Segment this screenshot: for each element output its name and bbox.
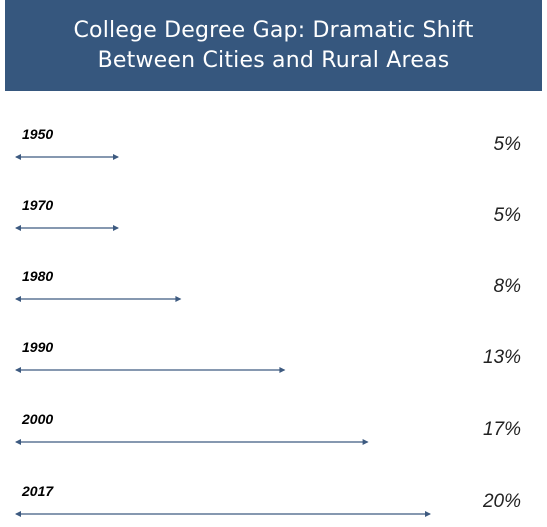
arrowhead-left-icon: [15, 511, 21, 517]
arrowhead-left-icon: [15, 296, 21, 302]
year-label-1980: 1980: [22, 268, 53, 284]
bar-row-1980: 1980 8%: [15, 268, 521, 302]
bar-row-1990: 1990 13%: [15, 339, 521, 373]
arrowhead-left-icon: [15, 439, 21, 445]
bar-row-1970: 1970 5%: [15, 197, 521, 231]
value-label-2000: 17%: [483, 419, 521, 440]
year-label-1990: 1990: [22, 339, 53, 355]
year-label-1950: 1950: [22, 126, 53, 142]
bar-row-2017: 2017 20%: [15, 483, 521, 517]
arrowhead-right-icon: [175, 296, 182, 302]
arrowhead-left-icon: [15, 225, 21, 231]
year-label-2000: 2000: [21, 411, 53, 427]
year-label-1970: 1970: [22, 197, 53, 213]
value-label-1950: 5%: [494, 134, 522, 155]
value-label-2017: 20%: [482, 491, 521, 512]
arrowhead-right-icon: [362, 439, 369, 445]
title-banner: College Degree Gap: Dramatic Shift Betwe…: [5, 0, 542, 91]
arrowhead-right-icon: [425, 511, 431, 517]
chart-title-line-2: Between Cities and Rural Areas: [97, 47, 450, 73]
bar-row-2000: 2000 17%: [15, 411, 521, 445]
arrowhead-right-icon: [113, 154, 119, 160]
bar-row-1950: 1950 5%: [15, 126, 521, 160]
value-label-1980: 8%: [494, 276, 522, 297]
chart-title-line-1: College Degree Gap: Dramatic Shift: [73, 17, 474, 43]
arrowhead-left-icon: [15, 154, 21, 160]
value-label-1990: 13%: [483, 347, 521, 368]
value-label-1970: 5%: [494, 205, 522, 226]
arrowhead-right-icon: [279, 367, 286, 373]
arrowhead-left-icon: [15, 367, 21, 373]
year-label-2017: 2017: [21, 483, 54, 499]
arrowhead-right-icon: [113, 225, 119, 231]
